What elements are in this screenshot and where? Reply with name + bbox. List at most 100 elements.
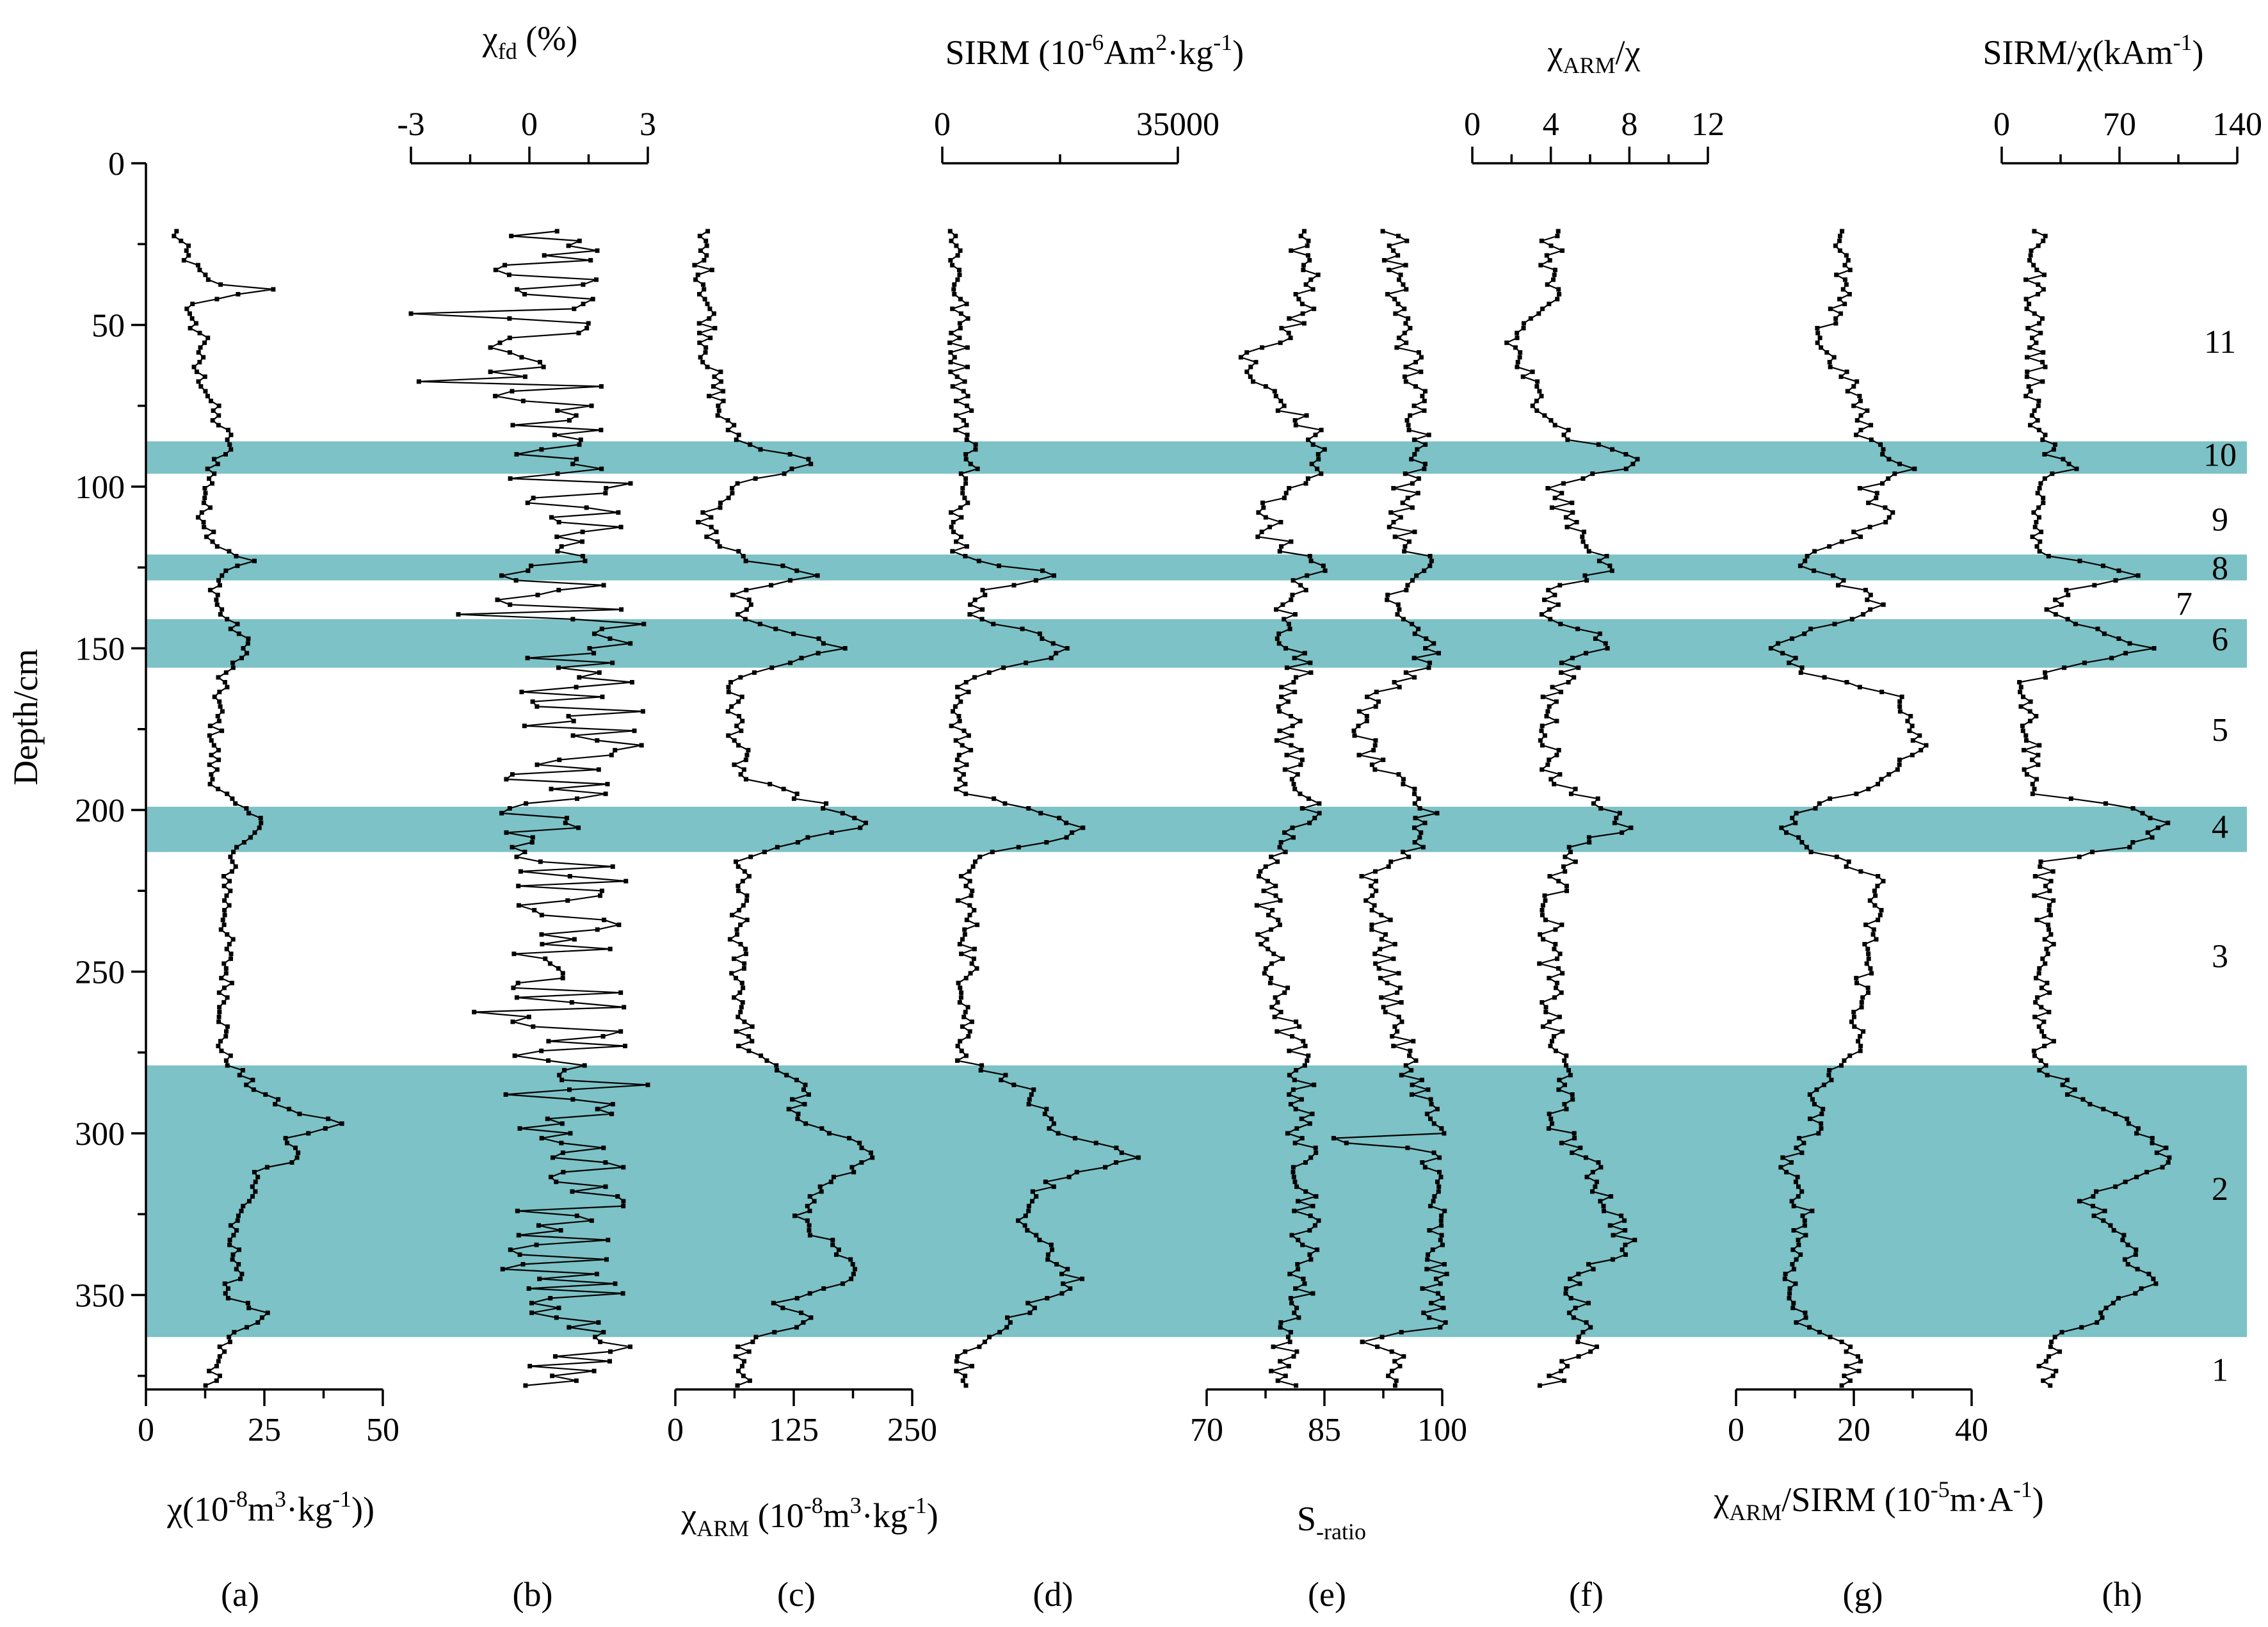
data-point — [1038, 811, 1043, 816]
data-point — [1839, 1383, 1844, 1388]
data-point — [1828, 306, 1833, 311]
data-point — [953, 738, 958, 743]
data-point — [565, 816, 569, 821]
data-point — [1026, 1102, 1031, 1106]
data-point — [495, 597, 500, 603]
data-point — [1296, 1238, 1301, 1243]
data-point — [1370, 893, 1375, 898]
data-point — [768, 782, 773, 787]
data-point — [1278, 840, 1283, 845]
data-point — [1812, 568, 1816, 573]
data-point — [174, 229, 179, 234]
data-point — [2017, 680, 2022, 684]
data-point — [574, 1213, 579, 1218]
data-point — [2065, 1092, 2070, 1097]
data-point — [1291, 1170, 1296, 1175]
data-point — [1629, 825, 1634, 830]
data-point — [708, 336, 713, 341]
data-point — [1404, 238, 1410, 243]
data-point — [1787, 1296, 1792, 1300]
data-point — [840, 1281, 845, 1286]
data-point — [1312, 306, 1317, 311]
data-point — [215, 714, 220, 718]
data-point — [416, 379, 421, 384]
data-point — [965, 500, 970, 505]
data-point — [1289, 248, 1294, 253]
data-point — [1547, 976, 1552, 981]
data-point — [2034, 520, 2039, 524]
data-point — [230, 1257, 235, 1262]
data-point — [997, 563, 1001, 569]
data-point — [2047, 1354, 2052, 1359]
data-point — [741, 1373, 746, 1379]
data-point — [1604, 554, 1609, 559]
data-point — [1042, 1112, 1047, 1117]
data-point — [2046, 922, 2050, 927]
data-point — [2113, 1184, 2118, 1189]
data-point — [2051, 898, 2056, 903]
data-point — [840, 811, 845, 816]
data-point — [2031, 1048, 2036, 1053]
data-point — [1422, 408, 1427, 413]
data-point — [186, 253, 191, 258]
data-point — [211, 530, 216, 535]
data-point — [1276, 918, 1281, 923]
data-point — [955, 1058, 960, 1063]
data-point — [1251, 379, 1255, 384]
data-point — [514, 854, 519, 859]
data-point — [1793, 820, 1798, 825]
data-point — [1380, 229, 1385, 234]
axis-tick-label: 4 — [1543, 106, 1559, 143]
data-point — [1027, 1097, 1032, 1102]
data-point — [1865, 946, 1870, 951]
data-point — [748, 602, 753, 607]
data-point — [1910, 738, 1915, 743]
data-point — [726, 733, 731, 738]
data-point — [1444, 1272, 1449, 1277]
data-point — [2039, 985, 2044, 991]
y-axis-title: Depth/cm — [6, 649, 45, 786]
data-point — [1863, 588, 1868, 593]
data-point — [730, 912, 734, 918]
data-point — [515, 287, 520, 292]
data-point — [957, 777, 962, 782]
data-point — [2125, 1116, 2130, 1121]
data-point — [958, 505, 963, 510]
data-point — [1620, 830, 1625, 835]
data-point — [2028, 423, 2032, 428]
data-point — [554, 534, 559, 539]
data-point — [1279, 694, 1284, 699]
data-point — [1504, 340, 1509, 345]
data-point — [2045, 1073, 2050, 1078]
data-point — [1869, 971, 1874, 976]
data-point — [952, 355, 957, 360]
data-point — [1387, 268, 1392, 273]
data-point — [227, 1334, 232, 1340]
data-point — [836, 1247, 841, 1252]
data-point — [1288, 1102, 1293, 1106]
zone-label-8: 8 — [2212, 550, 2228, 587]
data-point — [1065, 646, 1070, 651]
data-point — [816, 636, 821, 641]
data-point — [559, 1140, 564, 1145]
data-point — [2043, 234, 2048, 239]
data-point — [1024, 660, 1029, 665]
data-point — [1403, 364, 1408, 369]
data-point — [1299, 1136, 1305, 1141]
data-point — [1440, 1296, 1445, 1300]
data-point — [216, 1019, 221, 1024]
data-point — [271, 287, 276, 292]
data-point — [194, 369, 199, 375]
data-point — [1322, 447, 1327, 452]
data-point — [796, 1112, 801, 1117]
data-point — [223, 452, 228, 457]
data-point — [1304, 413, 1309, 418]
data-point — [1061, 1281, 1065, 1286]
data-point — [225, 1024, 230, 1029]
data-point — [576, 330, 581, 336]
data-point — [948, 369, 953, 375]
data-point — [1301, 1276, 1306, 1281]
data-point — [555, 549, 560, 554]
data-point — [1391, 956, 1396, 961]
data-point — [2061, 457, 2066, 462]
